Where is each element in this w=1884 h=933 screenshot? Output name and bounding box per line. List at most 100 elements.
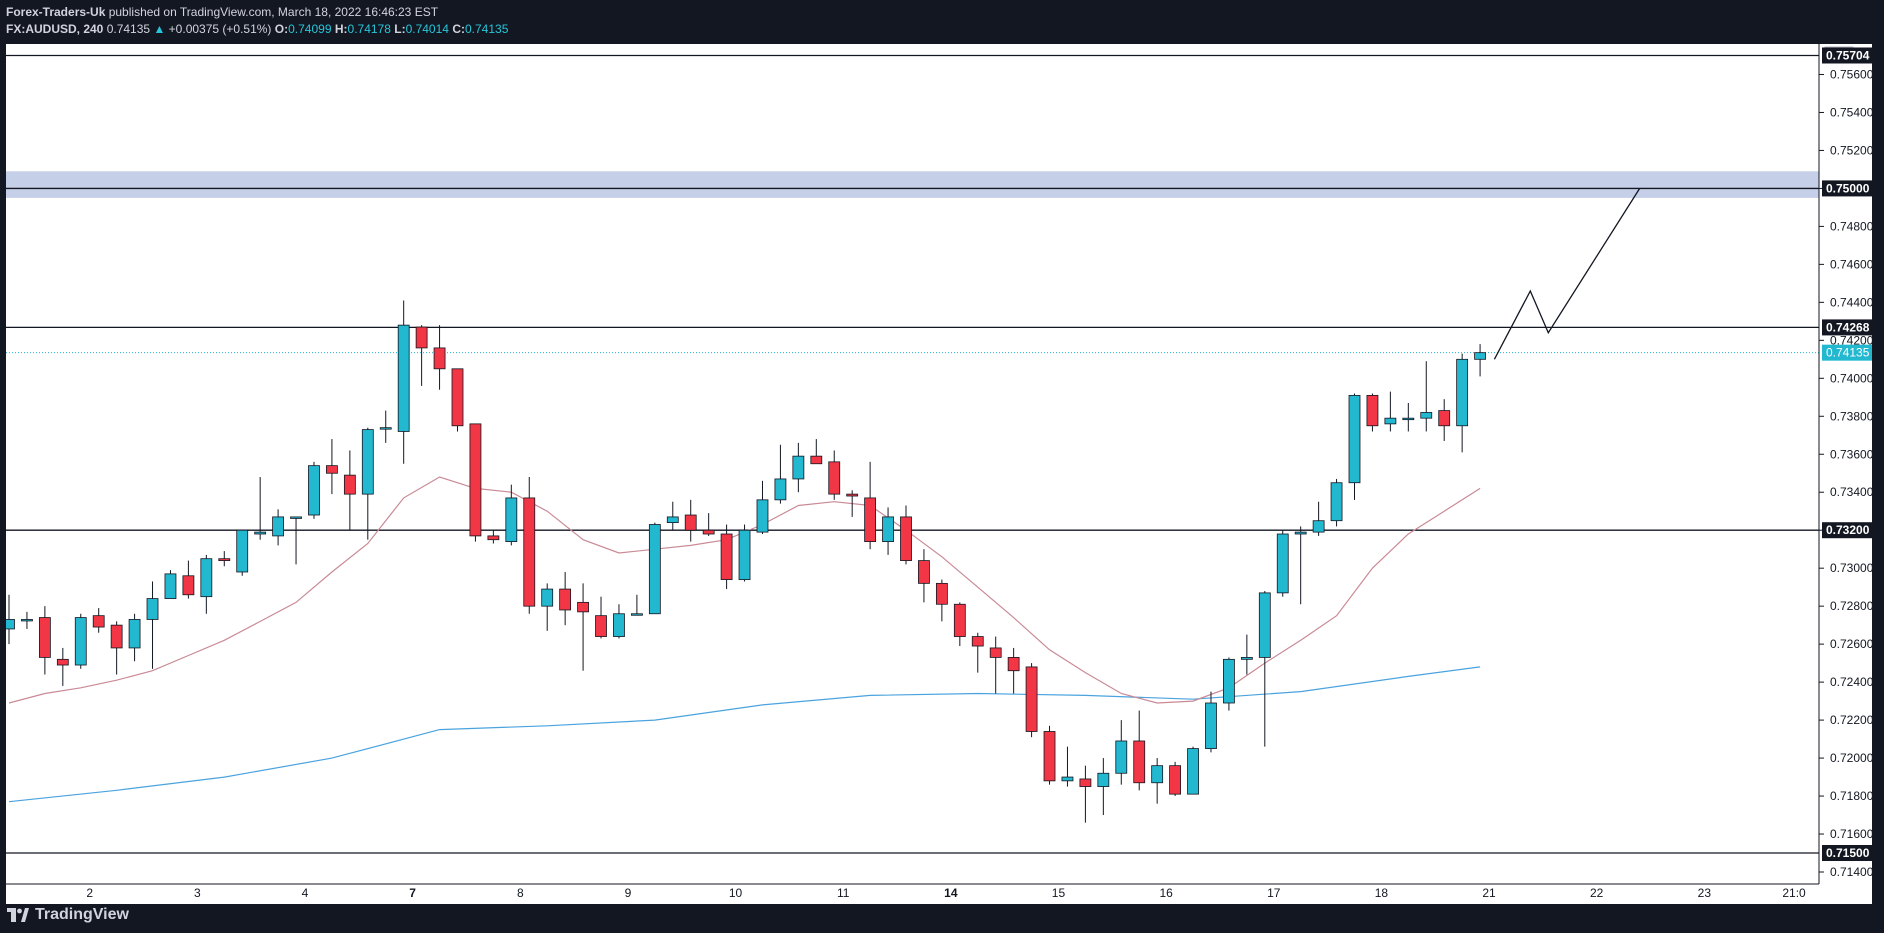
candle <box>38 606 51 675</box>
current-price-tag <box>1822 344 1872 361</box>
candle-body <box>1456 358 1469 427</box>
candle-body <box>1276 533 1289 594</box>
candle-body <box>182 575 195 596</box>
ma-fast-line <box>8 476 1481 704</box>
candle-body <box>505 497 518 542</box>
level-price-tag <box>1822 47 1872 64</box>
candle <box>1205 691 1217 753</box>
candle <box>415 325 428 386</box>
candle <box>971 632 984 673</box>
candle <box>56 647 69 686</box>
candle <box>1079 765 1092 823</box>
candle <box>1187 746 1199 795</box>
candle-body <box>272 516 285 537</box>
tradingview-brand[interactable]: TradingView <box>7 906 129 924</box>
price-tick-label: 0.72000 <box>1830 751 1872 765</box>
candle <box>200 554 213 614</box>
candle-body <box>1420 412 1433 419</box>
candle <box>1294 526 1307 605</box>
time-tick-label: 3 <box>194 886 201 900</box>
up-arrow-icon: ▲ <box>153 22 166 36</box>
candle-body <box>146 598 159 620</box>
time-tick-label: 4 <box>302 886 309 900</box>
candle <box>308 461 320 519</box>
candle-body <box>379 427 392 430</box>
candle <box>1438 399 1451 441</box>
candle <box>6 594 15 645</box>
candle <box>451 368 464 432</box>
candle <box>541 583 554 631</box>
candle <box>343 450 356 531</box>
candle-body <box>1330 482 1343 522</box>
open-value: 0.74099 <box>288 22 332 36</box>
candle <box>433 325 446 390</box>
candlestick-chart[interactable]: 0.71400 0.71600 0.71800 0.72000 0.72200 0.724… <box>6 44 1872 904</box>
level-price-label: 0.71500 <box>1826 846 1870 860</box>
current-price-label: 0.74135 <box>1826 346 1870 360</box>
candle <box>164 570 177 599</box>
candle <box>900 505 912 565</box>
time-tick-label: 10 <box>729 886 743 900</box>
candle-body <box>110 624 123 649</box>
candle <box>989 636 1002 694</box>
candle-body <box>1151 765 1164 784</box>
publisher-name[interactable]: Forex-Traders-Uk <box>6 5 106 19</box>
price-change: +0.00375 (+0.51%) <box>168 22 272 36</box>
candle <box>810 439 823 465</box>
level-price-label: 0.75704 <box>1826 48 1870 62</box>
published-text: published on TradingView.com, March 18, … <box>105 5 439 19</box>
candle-body <box>595 615 607 637</box>
candle <box>702 513 715 536</box>
candle <box>918 549 930 603</box>
candle-body <box>631 613 643 616</box>
candle <box>379 410 392 443</box>
symbol-label[interactable]: FX:AUDUSD, 240 <box>6 22 104 36</box>
candle <box>92 608 105 633</box>
price-scale <box>1819 44 1872 904</box>
time-tick-label: 16 <box>1159 886 1173 900</box>
candles <box>6 300 1486 823</box>
time-tick-label: 18 <box>1375 886 1389 900</box>
time-tick-label: 21:0 <box>1782 886 1806 900</box>
candle-body <box>1043 731 1056 782</box>
candle <box>469 423 482 542</box>
publish-info: Forex-Traders-Uk published on TradingVie… <box>6 5 438 19</box>
time-tick-label: 17 <box>1267 886 1281 900</box>
candle <box>1025 663 1038 738</box>
candle-body <box>56 658 69 666</box>
candle-body <box>433 347 446 370</box>
candle-body <box>918 560 930 584</box>
candle <box>846 490 859 517</box>
ma-slow-line <box>8 666 1481 803</box>
candle-body <box>38 617 51 658</box>
candle-body <box>1258 592 1271 658</box>
candle-body <box>74 617 87 666</box>
price-tick-label: 0.71400 <box>1830 865 1872 879</box>
candle-body <box>290 516 302 519</box>
candle-body <box>613 613 625 637</box>
candle-body <box>935 582 948 605</box>
candle <box>595 596 607 639</box>
candle <box>1169 761 1181 797</box>
candle-body <box>989 647 1002 658</box>
candle-body <box>882 516 894 543</box>
price-tick-label: 0.73000 <box>1830 561 1872 575</box>
candle-body <box>361 429 374 495</box>
candle-body <box>1223 658 1235 704</box>
time-tick-label: 7 <box>409 886 416 900</box>
candle-body <box>756 499 769 533</box>
candle <box>1061 746 1074 787</box>
candle <box>953 602 966 647</box>
level-price-label: 0.73200 <box>1826 523 1870 537</box>
candle <box>182 560 195 599</box>
price-tick-label: 0.72400 <box>1830 675 1872 689</box>
candle <box>1258 590 1271 747</box>
price-tick-label: 0.74800 <box>1830 219 1872 233</box>
candle <box>756 480 769 535</box>
level-price-label: 0.74268 <box>1826 320 1870 334</box>
candle-body <box>469 423 482 537</box>
candle-body <box>92 615 105 628</box>
candle-body <box>236 529 249 573</box>
time-tick-label: 15 <box>1052 886 1066 900</box>
chart-frame: 0.71400 0.71600 0.71800 0.72000 0.72200 0.724… <box>6 44 1872 904</box>
